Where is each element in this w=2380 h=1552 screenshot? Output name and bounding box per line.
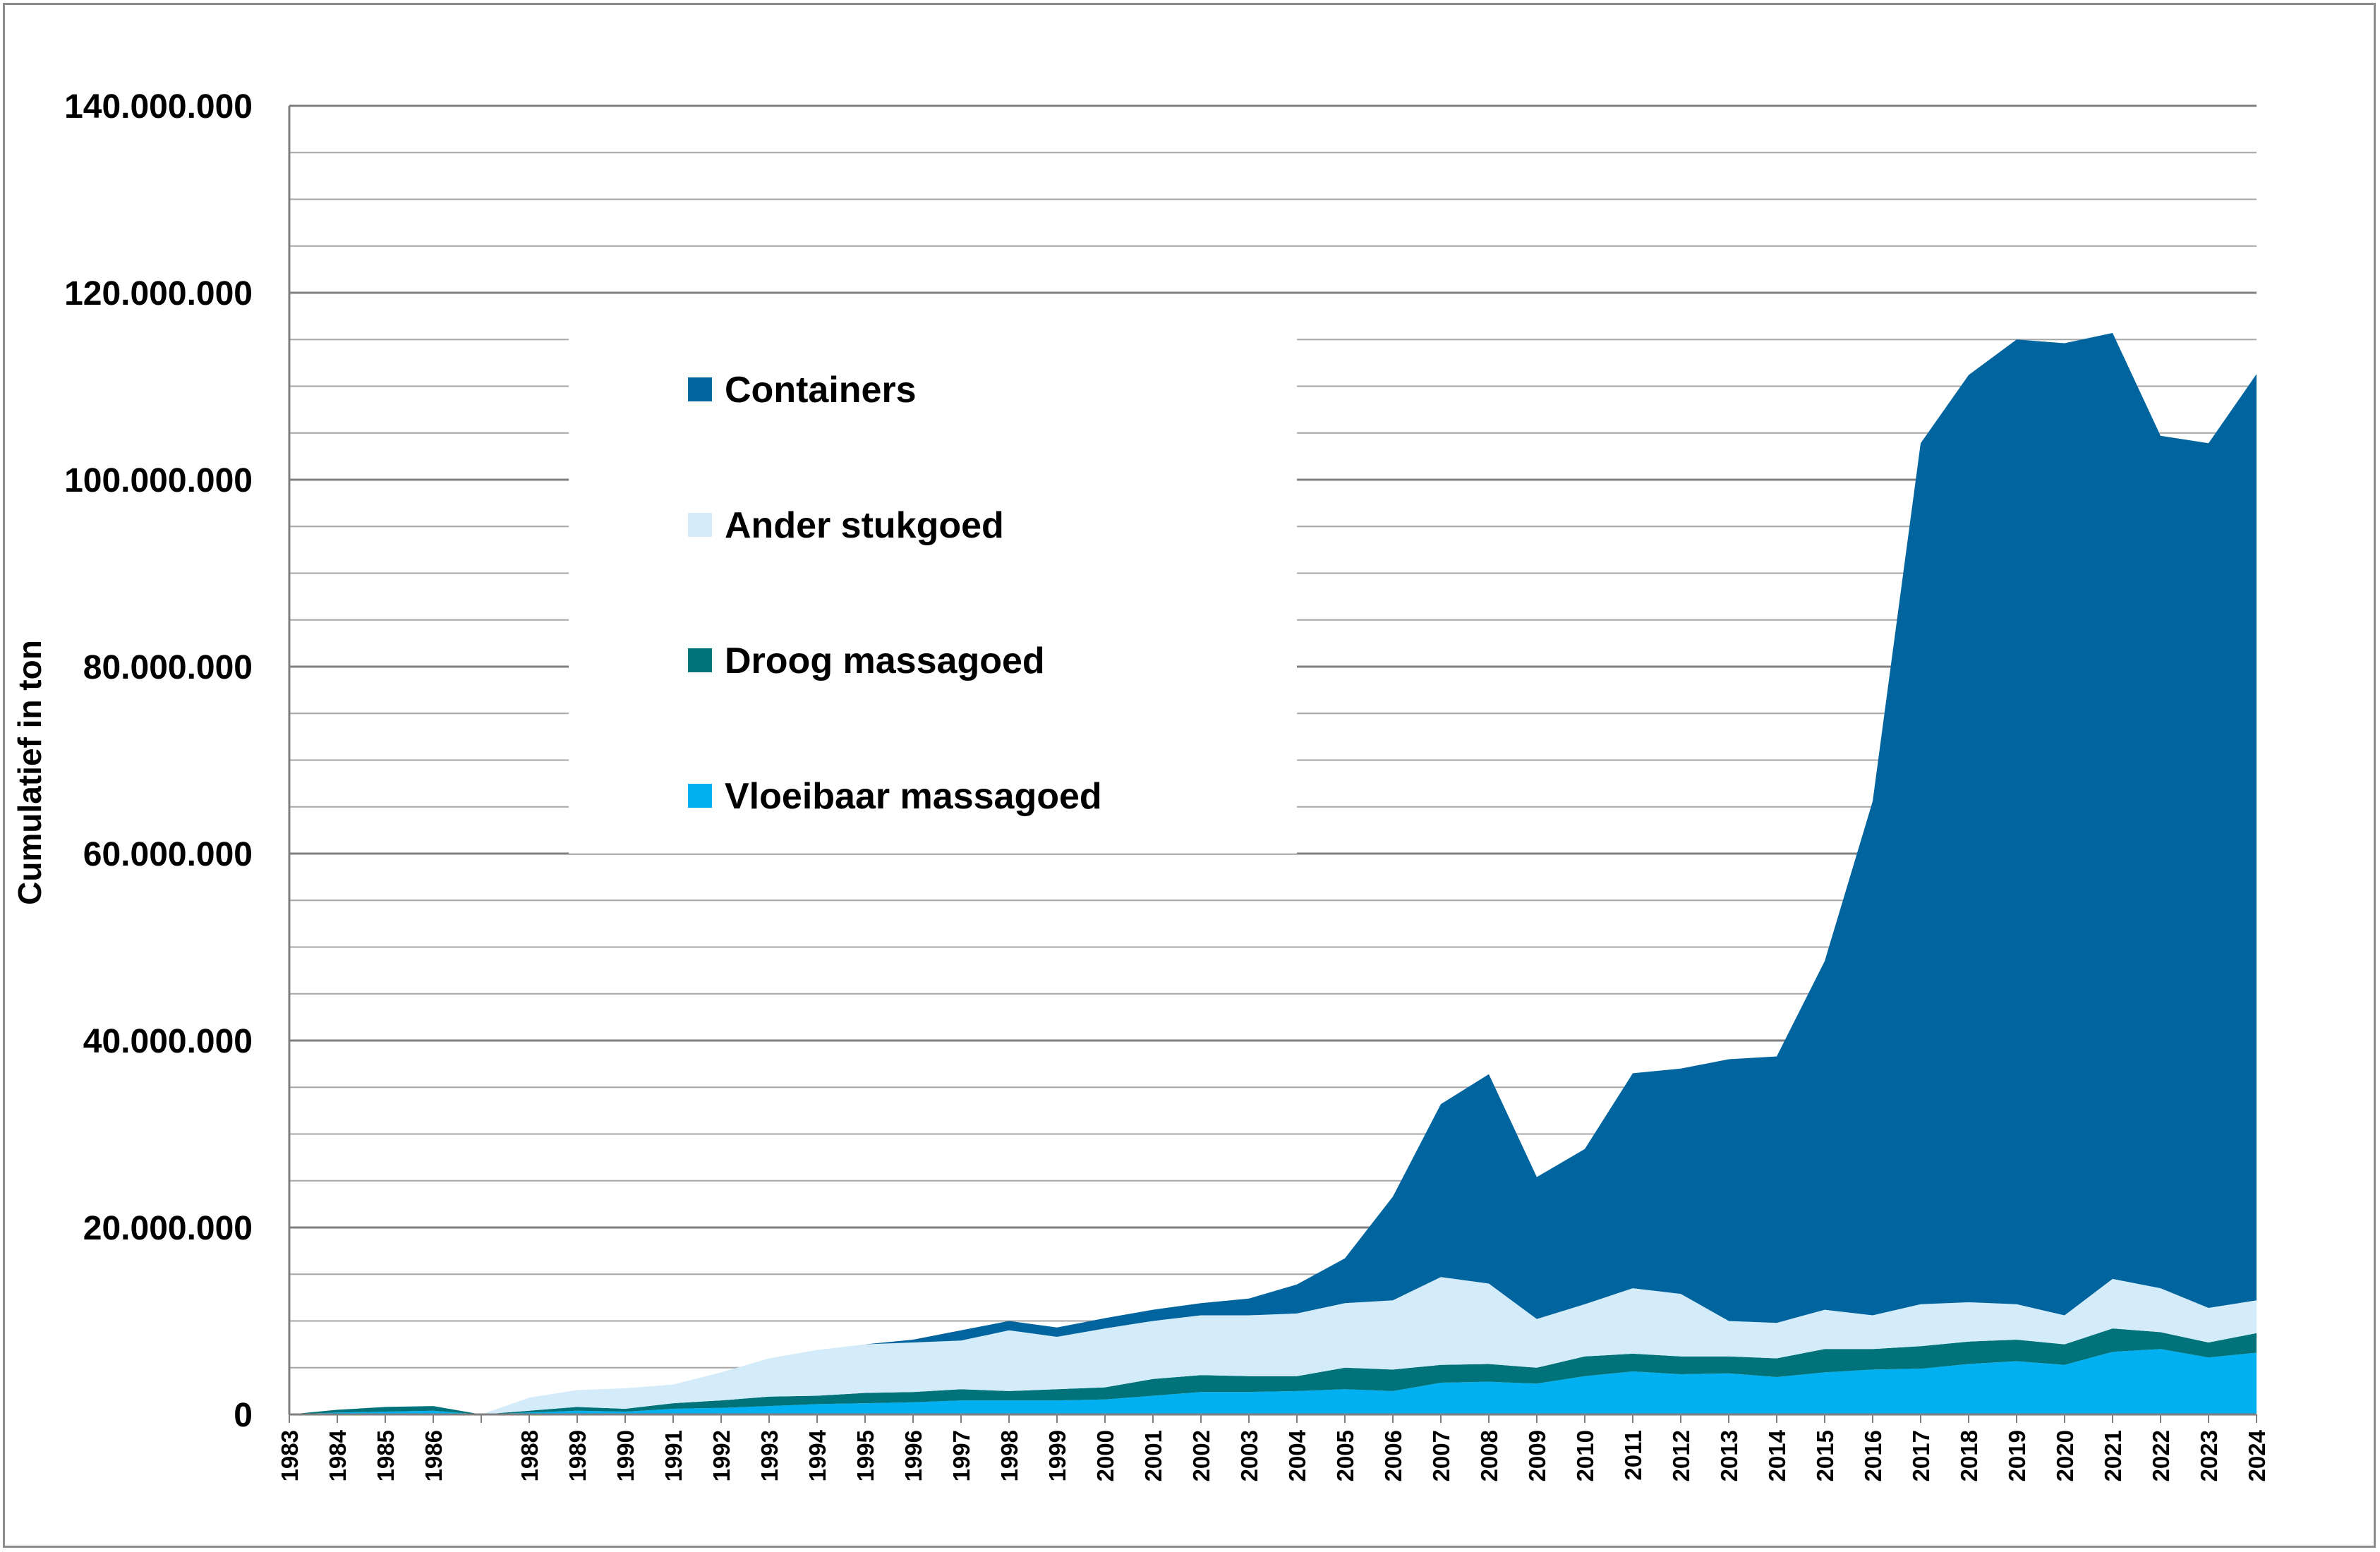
- x-tick-label: 2021: [2100, 1430, 2126, 1481]
- legend-swatch-droog-massagoed: [688, 648, 712, 672]
- y-tick-label: 140.000.000: [64, 88, 253, 126]
- x-tick-label: 2008: [1476, 1430, 1502, 1481]
- y-tick-label: 20.000.000: [83, 1210, 253, 1247]
- legend-box: [569, 326, 1297, 854]
- y-tick-label: 120.000.000: [64, 275, 253, 313]
- legend-label-containers: Containers: [725, 370, 917, 411]
- legend-label-vloeibaar-massagoed: Vloeibaar massagoed: [725, 776, 1102, 817]
- x-tick-label: 1986: [421, 1430, 447, 1481]
- x-tick-label: 2022: [2148, 1430, 2174, 1481]
- x-tick-label: 1990: [612, 1430, 639, 1481]
- x-tick-label: 2014: [1764, 1429, 1790, 1481]
- x-tick-label: 2024: [2244, 1429, 2270, 1481]
- x-tick-label: 2017: [1908, 1430, 1934, 1481]
- y-tick-label: 80.000.000: [83, 649, 253, 686]
- y-tick-label: 100.000.000: [64, 462, 253, 499]
- y-axis-label: Cumulatief in ton: [11, 640, 48, 905]
- legend-label-droog-massagoed: Droog massagoed: [725, 641, 1045, 681]
- y-tick-label: 40.000.000: [83, 1023, 253, 1060]
- x-tick-label: 2000: [1092, 1430, 1118, 1481]
- x-tick-label: 2010: [1572, 1430, 1598, 1481]
- area-series-containers: [289, 333, 2257, 1414]
- y-axis-ticks: 0 20.000.000 40.000.000 60.000.000 80.000.00…: [64, 88, 253, 1434]
- series-areas: [289, 333, 2257, 1414]
- area-series-ander-stukgoed: [289, 1277, 2257, 1414]
- x-tick-label: 1983: [277, 1430, 303, 1481]
- x-tick-label: 2009: [1524, 1430, 1550, 1481]
- y-tick-label: 0: [234, 1397, 253, 1434]
- x-tick-label: 1992: [708, 1430, 735, 1481]
- x-tick-label: 2001: [1140, 1430, 1166, 1481]
- x-tick-label: 1997: [948, 1430, 974, 1481]
- x-tick-label: 1993: [756, 1430, 783, 1481]
- x-axis-ticks: 1983 1984 1985 1986 1988 1989 1990 1991 1992 1993…: [277, 1413, 2270, 1481]
- x-tick-label: 2007: [1428, 1430, 1454, 1481]
- y-tick-label: 60.000.000: [83, 836, 253, 873]
- x-tick-label: 1994: [804, 1429, 830, 1481]
- x-tick-label: 1991: [660, 1430, 687, 1481]
- x-tick-label: 1999: [1044, 1430, 1070, 1481]
- x-tick-label: 1995: [852, 1430, 878, 1481]
- x-tick-label: 2011: [1620, 1430, 1646, 1481]
- x-tick-label: 1996: [900, 1430, 926, 1481]
- x-tick-label: 1989: [564, 1430, 591, 1481]
- x-tick-label: 2003: [1236, 1430, 1262, 1481]
- x-tick-label: 2018: [1956, 1430, 1982, 1481]
- x-tick-label: 2016: [1860, 1430, 1886, 1481]
- area-series-vloeibaar-massagoed: [289, 1349, 2257, 1414]
- x-tick-label: 2005: [1332, 1430, 1358, 1481]
- legend-swatch-vloeibaar-massagoed: [688, 784, 712, 808]
- x-tick-label: 2002: [1188, 1430, 1214, 1481]
- x-tick-label: 2020: [2052, 1430, 2078, 1481]
- x-tick-label: 2004: [1284, 1429, 1310, 1481]
- x-tick-label: 2013: [1716, 1430, 1742, 1481]
- x-tick-label: 1984: [325, 1429, 351, 1481]
- x-tick-label: 1998: [996, 1430, 1022, 1481]
- legend-swatch-ander-stukgoed: [688, 513, 712, 537]
- x-tick-label: 2023: [2196, 1430, 2222, 1481]
- x-tick-label: 2019: [2004, 1430, 2030, 1481]
- legend: Containers Ander stukgoed Droog massagoed V…: [569, 326, 1297, 854]
- x-tick-label: 2012: [1668, 1430, 1694, 1481]
- x-tick-label: 1985: [373, 1430, 399, 1481]
- legend-swatch-containers: [688, 377, 712, 401]
- x-tick-label: 2006: [1380, 1430, 1406, 1481]
- legend-label-ander-stukgoed: Ander stukgoed: [725, 505, 1004, 546]
- x-tick-label: 2015: [1812, 1430, 1838, 1481]
- x-tick-label: 1988: [517, 1430, 543, 1481]
